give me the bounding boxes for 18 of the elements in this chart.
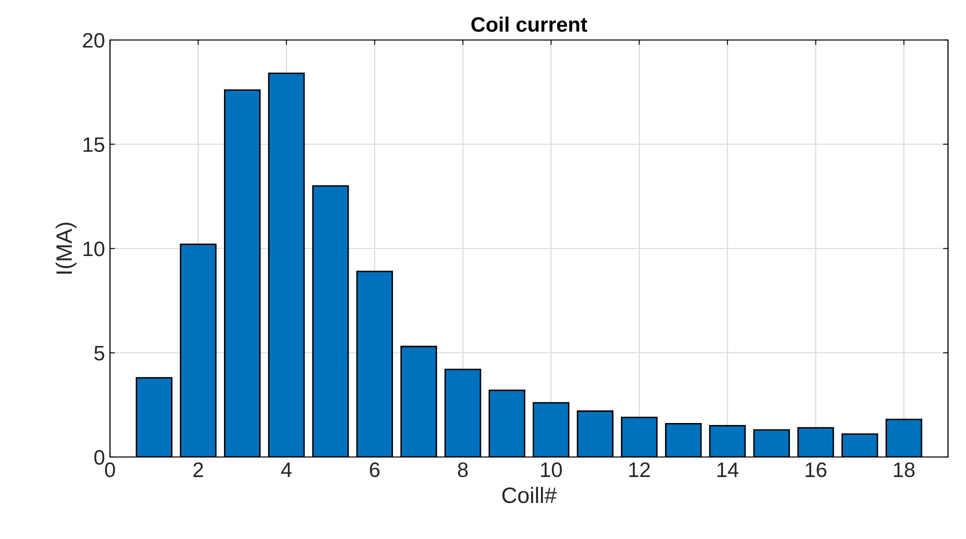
x-tick-label: 2 — [193, 462, 203, 477]
y-axis-title: I(MA) — [56, 222, 76, 274]
x-tick-label: 8 — [458, 462, 468, 478]
x-tick-label: 12 — [629, 462, 650, 477]
x-tick-label: 4 — [281, 462, 292, 477]
x-tick-label: 14 — [717, 462, 738, 477]
y-tick-label: 0 — [94, 450, 104, 465]
x-tick-label: 0 — [105, 462, 115, 478]
y-tick-label: 10 — [84, 242, 104, 256]
x-axis-title: Coill# — [502, 486, 557, 504]
x-tick-label: 16 — [806, 462, 826, 478]
x-tick-label: 10 — [541, 462, 562, 478]
y-tick-label: 20 — [83, 33, 104, 48]
x-tick-label: 18 — [894, 462, 915, 478]
y-tick-label: 15 — [84, 137, 104, 152]
chart-title: Coil current — [471, 16, 588, 32]
x-tick-label: 6 — [370, 462, 380, 478]
y-tick-label: 5 — [94, 346, 104, 361]
